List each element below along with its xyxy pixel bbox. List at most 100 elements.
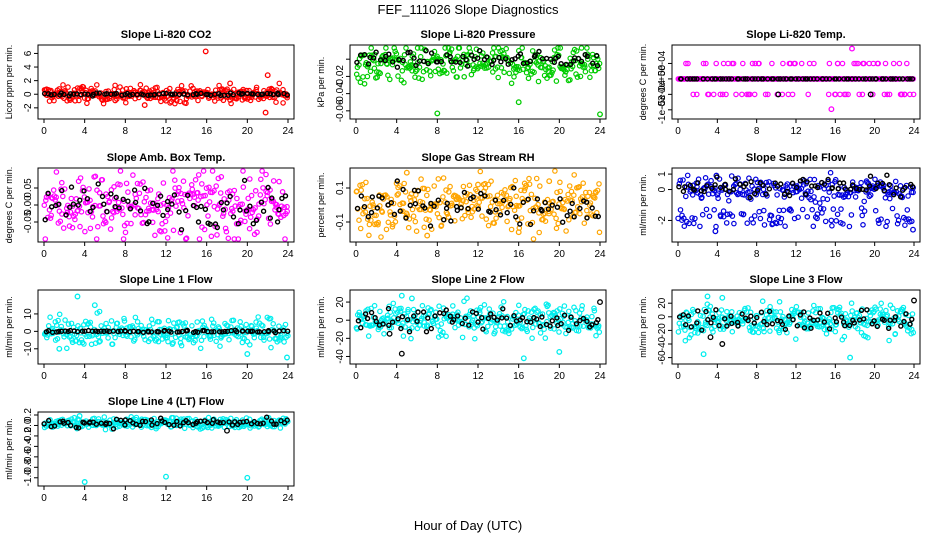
data-point: [852, 194, 859, 200]
data-point: [575, 328, 582, 334]
data-point: [230, 317, 237, 324]
data-point: [82, 91, 88, 97]
data-point: [680, 312, 686, 318]
x-tick-label: 12: [472, 249, 484, 260]
data-point: [468, 71, 475, 78]
y-tick-label: 5e-04: [657, 50, 668, 76]
data-point: [396, 183, 403, 189]
data-point: [798, 195, 805, 202]
data-point: [473, 310, 479, 317]
data-point: [406, 329, 413, 335]
data-point: [184, 92, 191, 98]
data-point: [496, 209, 503, 216]
data-point: [405, 308, 411, 315]
data-point: [897, 194, 904, 200]
data-point: [254, 420, 260, 427]
data-point: [122, 328, 129, 334]
data-point: [535, 78, 542, 85]
data-point: [567, 61, 574, 68]
data-point: [188, 182, 195, 188]
data-point: [276, 206, 282, 213]
data-point: [507, 322, 514, 329]
data-point: [132, 199, 139, 206]
data-point: [432, 313, 438, 319]
data-point: [76, 97, 82, 104]
x-tick-label: 24: [282, 493, 294, 504]
data-point: [182, 320, 189, 326]
x-tick-label: 16: [201, 126, 213, 137]
data-point: [577, 205, 583, 212]
data-point: [96, 190, 103, 196]
data-point: [889, 205, 896, 212]
data-point: [557, 196, 563, 202]
data-points: [353, 292, 603, 362]
data-point: [235, 236, 242, 242]
data-point: [366, 232, 372, 239]
data-point: [489, 50, 496, 56]
data-point: [823, 330, 830, 337]
data-point: [685, 313, 692, 319]
data-point: [234, 195, 240, 202]
y-axis-label: degrees C per min.: [638, 44, 648, 121]
data-point: [493, 206, 499, 213]
data-point: [93, 236, 100, 242]
data-point: [42, 216, 48, 223]
data-point: [427, 72, 434, 79]
data-point: [723, 220, 730, 226]
data-point: [355, 75, 361, 81]
data-point: [438, 321, 445, 327]
data-point: [884, 218, 891, 225]
data-point: [680, 215, 687, 222]
data-point: [110, 426, 117, 432]
data-point: [518, 187, 524, 194]
data-point: [563, 228, 569, 234]
data-point: [244, 328, 251, 334]
data-point-outlier: [475, 181, 481, 188]
data-point: [535, 201, 541, 208]
data-point: [561, 303, 568, 309]
data-point: [377, 308, 383, 315]
data-point: [810, 223, 817, 230]
data-point: [454, 207, 460, 214]
data-point: [173, 203, 179, 210]
data-point: [884, 172, 890, 178]
data-point-outlier: [515, 99, 522, 106]
data-point: [356, 309, 363, 316]
data-point: [240, 184, 247, 190]
data-point: [487, 209, 493, 215]
data-point: [250, 220, 257, 227]
data-point: [384, 194, 390, 200]
plot-frame: [37, 44, 295, 120]
y-tick-label: 0.05: [23, 178, 34, 198]
data-point-outlier: [700, 351, 707, 358]
data-point: [384, 312, 391, 319]
data-point-outlier: [227, 80, 234, 87]
data-point: [171, 192, 178, 198]
data-point: [162, 228, 168, 234]
data-point: [123, 99, 129, 106]
data-point: [793, 76, 799, 82]
data-point: [421, 224, 428, 231]
data-point: [540, 59, 546, 65]
data-point: [752, 190, 758, 197]
data-point: [897, 76, 903, 82]
data-point: [361, 52, 368, 58]
data-point: [356, 217, 362, 224]
data-point: [487, 193, 493, 199]
plot-frame: [671, 44, 921, 120]
data-point: [87, 208, 93, 215]
data-point: [894, 220, 901, 227]
data-point: [690, 91, 697, 98]
y-tick-label: 0.2: [23, 408, 34, 422]
data-point: [176, 209, 182, 215]
data-point: [155, 329, 162, 335]
data-point: [682, 337, 689, 344]
data-point: [282, 236, 288, 242]
data-point: [112, 334, 118, 341]
data-point: [725, 198, 732, 204]
panel-7: Slope Line 1 Flow 0 4 8 12 16 20 24 -10 0 10 ml/min…: [4, 274, 295, 382]
data-point: [591, 195, 598, 201]
data-point: [902, 184, 908, 191]
data-point: [477, 168, 484, 175]
data-point: [567, 77, 573, 83]
